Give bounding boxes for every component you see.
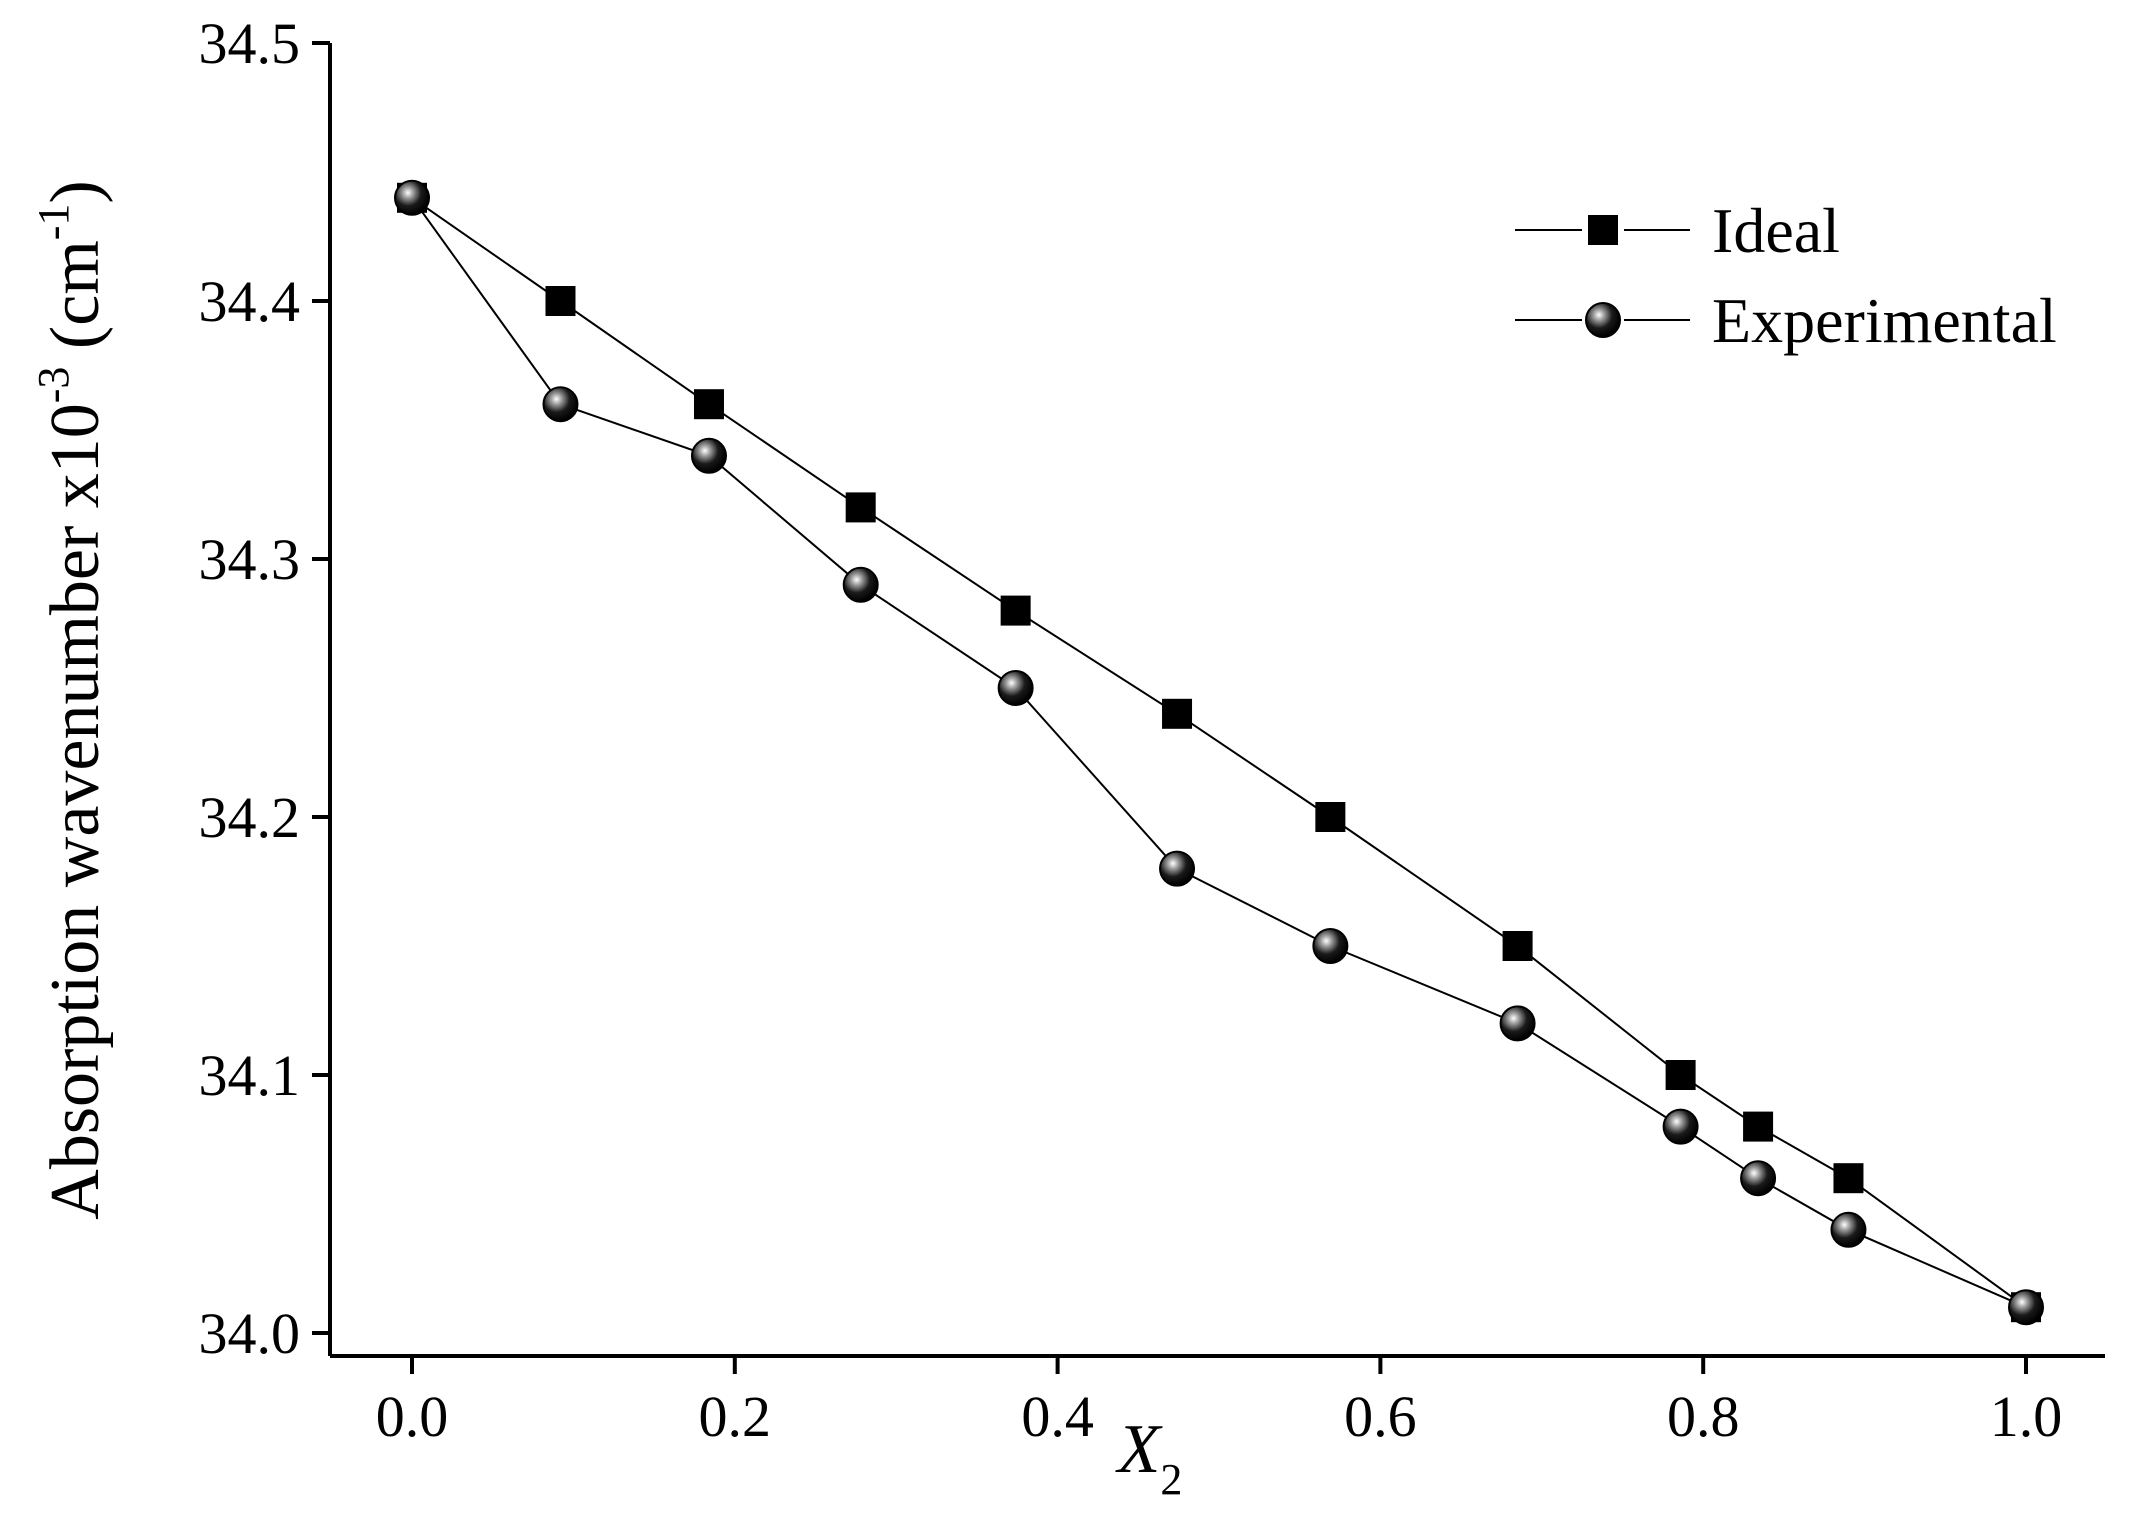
y-axis-title-sup1: -3 [29,367,78,404]
y-axis-title-end: ) [37,180,114,203]
x-tick-label: 0.4 [1021,1384,1094,1449]
point-experimental [1662,1108,1699,1145]
point-experimental [690,437,727,474]
point-experimental [1312,928,1349,964]
legend-label-ideal: Ideal [1712,195,1840,266]
point-ideal [545,286,576,316]
point-ideal [1000,595,1031,626]
y-axis-title: Absorption wavenumber x10-3 (cm-1) [29,180,114,1219]
point-ideal [845,492,876,523]
point-experimental [997,670,1034,706]
legend-item-experimental: Experimental [1515,285,2057,356]
point-experimental [1830,1211,1867,1248]
x-tick-label: 0.6 [1344,1384,1417,1449]
point-ideal [1665,1060,1696,1090]
point-ideal [1315,802,1346,832]
y-tick-label: 34.0 [199,1301,301,1366]
point-experimental [394,179,430,216]
x-axis-title: X2 [1115,1411,1183,1504]
y-axis-title-sup2: -1 [29,204,78,241]
x-tick-label: 0.2 [699,1384,772,1449]
legend: Ideal Experimental [1515,195,2057,356]
point-experimental [2008,1289,2044,1326]
point-experimental [1740,1160,1777,1197]
legend-item-ideal: Ideal [1515,195,1840,266]
point-ideal [1833,1163,1864,1194]
x-tick-label: 1.0 [1990,1384,2063,1449]
point-ideal [1502,931,1533,961]
y-tick-label: 34.1 [199,1043,301,1108]
point-experimental [1499,1005,1536,1042]
y-axis-title-main: Absorption wavenumber x10 [37,403,114,1220]
point-ideal [693,389,724,420]
point-experimental [842,566,879,603]
point-experimental [542,386,579,423]
legend-label-experimental: Experimental [1712,285,2057,356]
point-experimental [1159,850,1196,887]
point-ideal [1743,1111,1774,1142]
series-line-ideal [411,196,2027,1309]
y-tick-label: 34.2 [199,785,301,850]
axes: 34.0 34.1 34.2 34.3 34.4 34.5 0.0 0.2 0.4 0.6 0.8… [199,11,2105,1449]
x-axis-title-sub: 2 [1160,1455,1182,1504]
point-ideal [1162,698,1193,729]
x-tick-label: 0.8 [1667,1384,1740,1449]
y-axis-title-mid: (cm [37,240,114,366]
legend-experimental-marker [1585,302,1621,338]
x-tick-label: 0.0 [376,1384,449,1449]
y-tick-label: 34.4 [199,269,301,334]
x-axis-title-main: X [1115,1411,1164,1488]
legend-ideal-marker [1588,215,1618,245]
y-tick-label: 34.5 [199,11,301,76]
y-tick-label: 34.3 [199,527,301,592]
